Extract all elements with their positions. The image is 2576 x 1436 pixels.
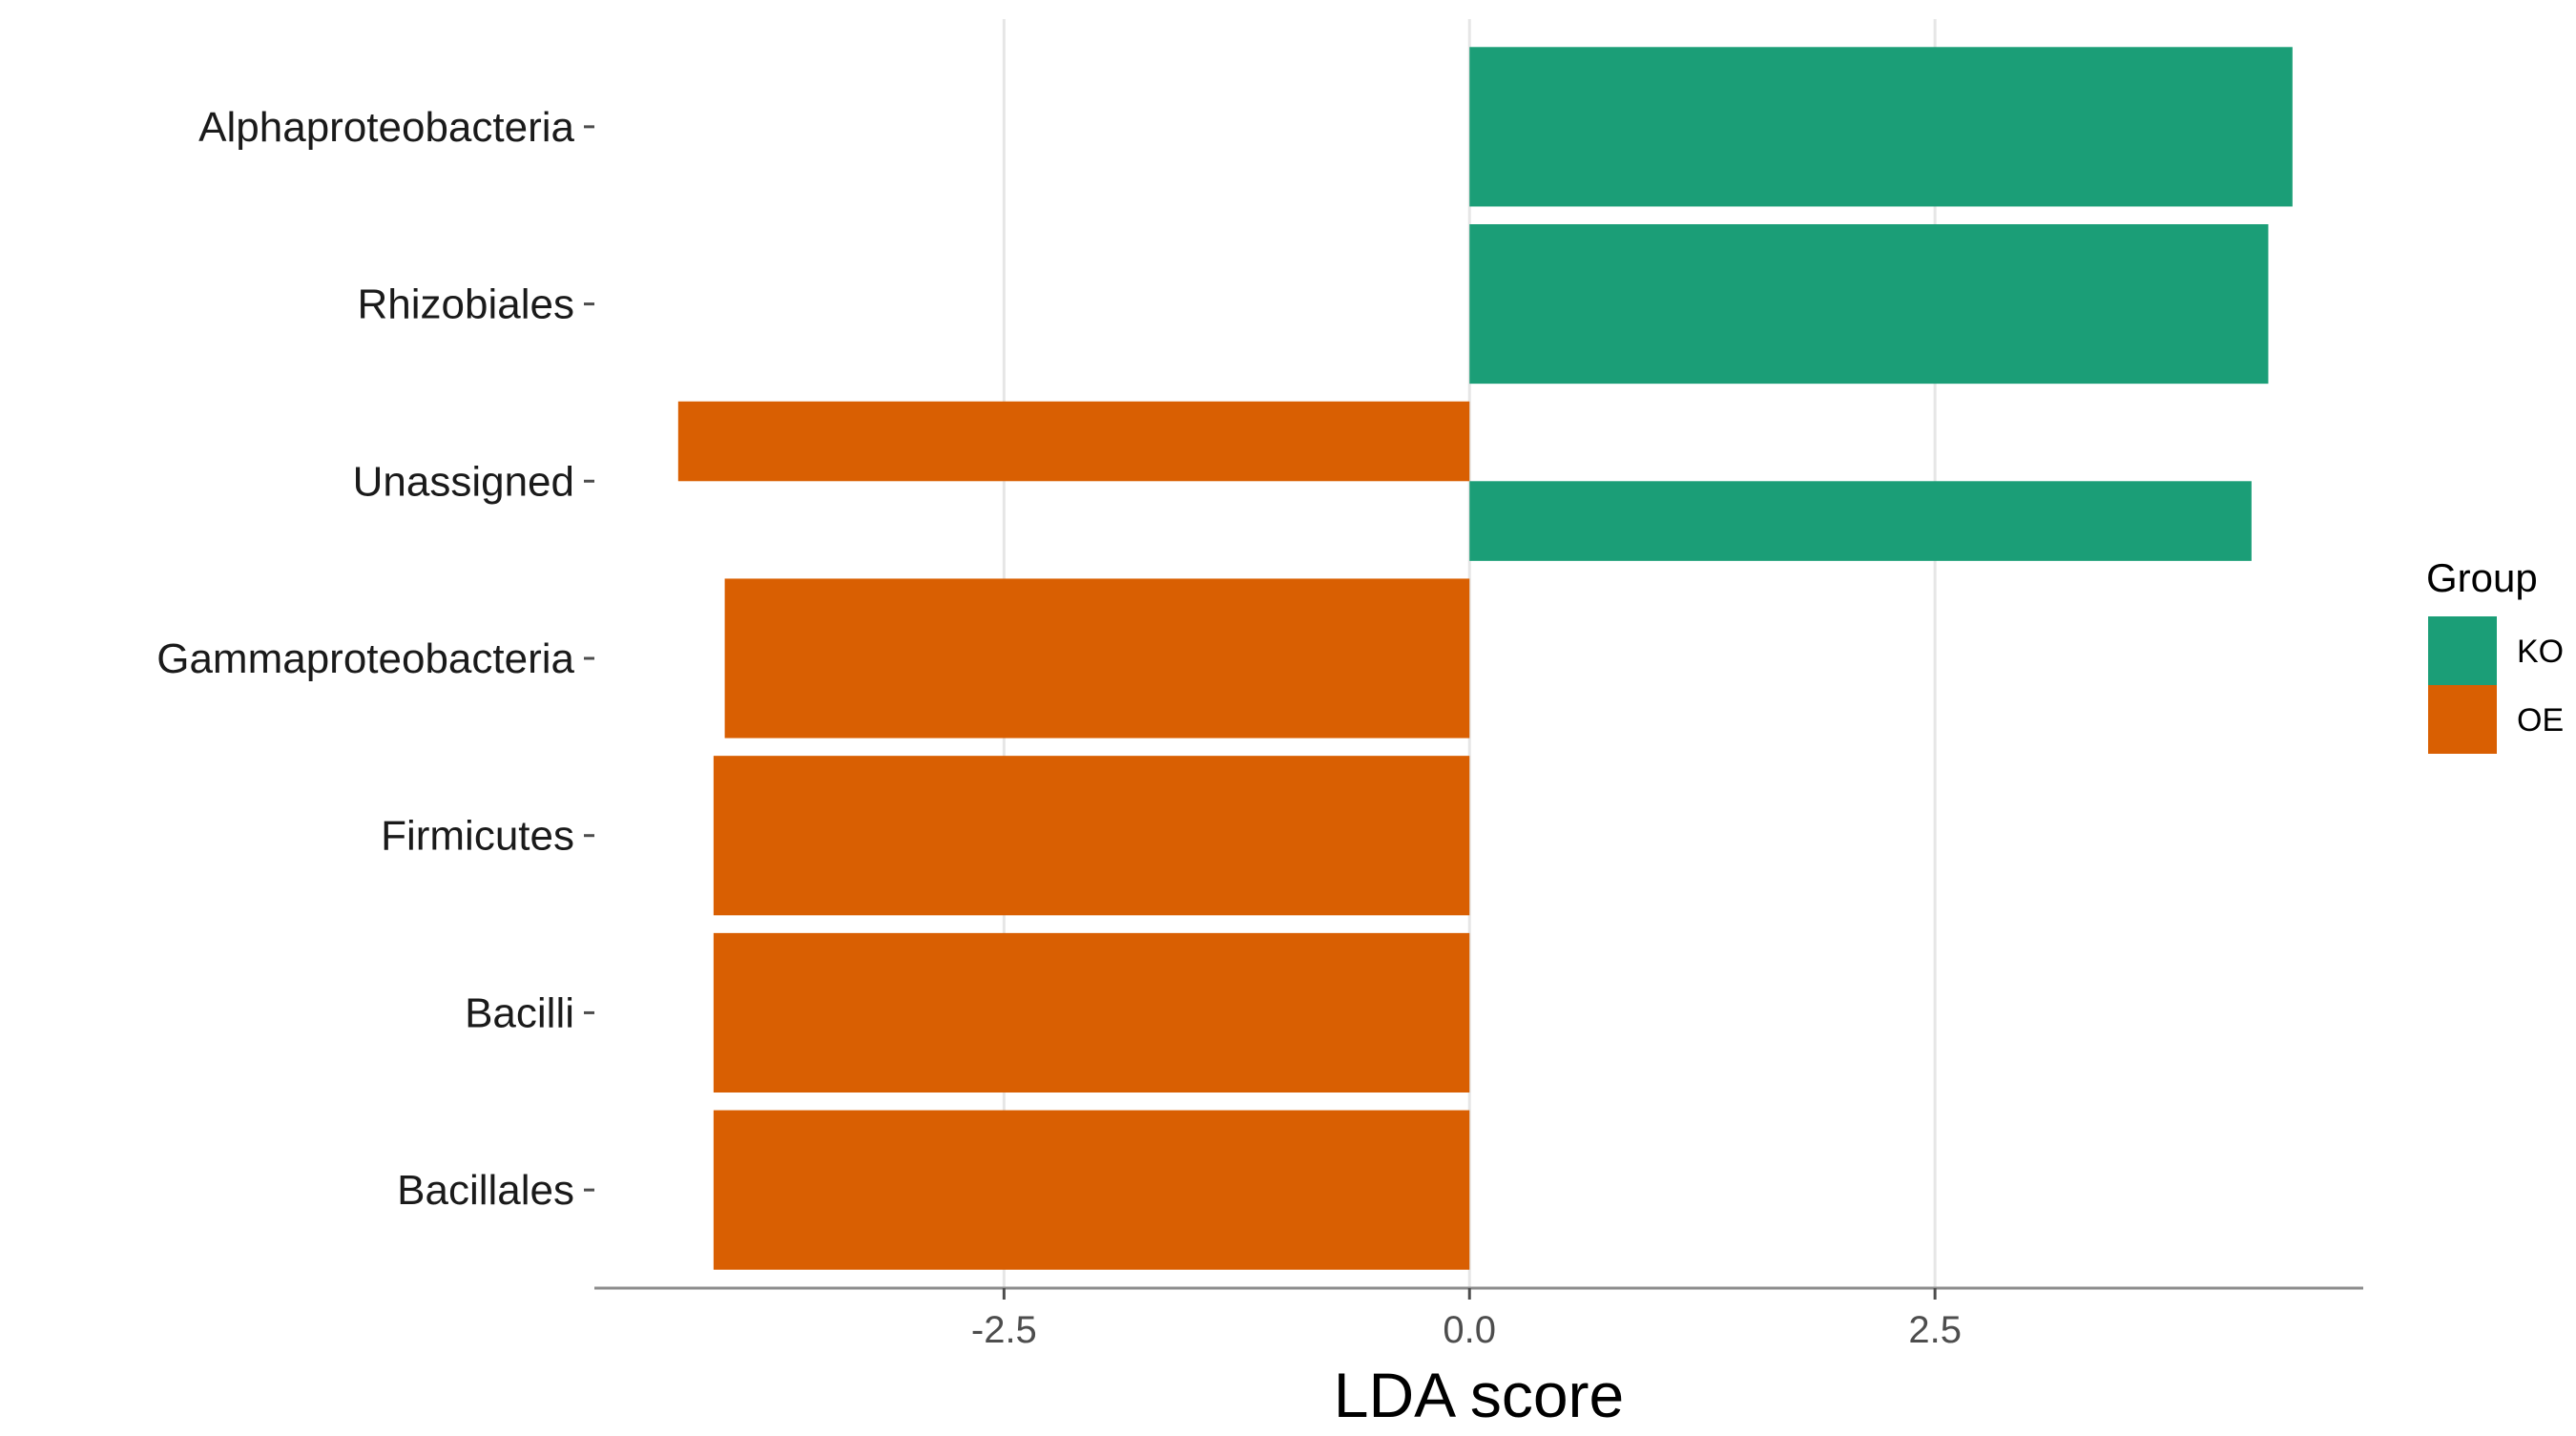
y-label-firmicutes: Firmicutes (381, 813, 574, 860)
legend-title: Group (2426, 555, 2538, 600)
y-label-unassigned: Unassigned (353, 458, 574, 505)
bar-unassigned-oe (677, 401, 1470, 482)
y-axis: Alphaproteobacteria Rhizobiales Unassigned… (156, 104, 594, 1214)
bar-bacillales-oe (713, 1110, 1470, 1270)
bar-unassigned-ko (1469, 481, 2252, 561)
y-label-gammaproteobacteria: Gammaproteobacteria (156, 635, 574, 682)
legend-key-oe (2428, 685, 2497, 754)
y-label-rhizobiales: Rhizobiales (358, 281, 574, 328)
x-tick-label-2-5: -2.5 (971, 1309, 1037, 1351)
y-label-bacilli: Bacilli (465, 989, 574, 1036)
bar-alphaproteobacteria-ko (1469, 47, 2293, 207)
legend-key-ko (2428, 616, 2497, 685)
x-tick-label-0-0: 0.0 (1443, 1309, 1496, 1351)
legend-label-ko: KO (2517, 634, 2564, 670)
y-label-alphaproteobacteria: Alphaproteobacteria (198, 104, 574, 151)
bar-gammaproteobacteria-oe (724, 578, 1470, 739)
legend: Group KO OE (2426, 555, 2564, 754)
legend-label-oe: OE (2517, 702, 2564, 739)
bar-bacilli-oe (713, 932, 1470, 1093)
x-axis-title: LDA score (1334, 1360, 1624, 1430)
bar-rhizobiales-ko (1469, 224, 2269, 385)
x-axis: -2.5 0.0 2.5 (594, 1286, 2363, 1351)
y-label-bacillales: Bacillales (397, 1167, 574, 1214)
bars (677, 47, 2293, 1270)
x-tick-label-2-5: 2.5 (1908, 1309, 1962, 1351)
bar-firmicutes-oe (713, 756, 1470, 916)
